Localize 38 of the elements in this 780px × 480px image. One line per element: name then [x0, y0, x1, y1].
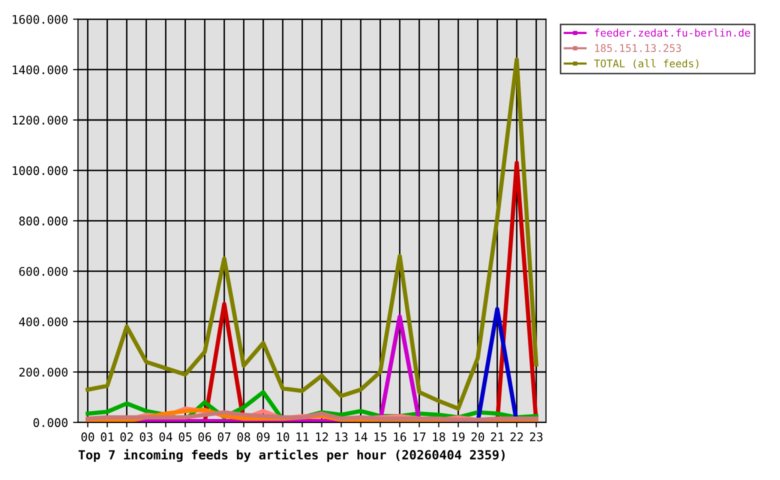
- line-series: [86, 57, 538, 411]
- y-tick-label: 200.000: [19, 368, 68, 377]
- x-tick-label: 18: [433, 432, 446, 442]
- x-tick-label: 07: [218, 432, 230, 442]
- x-tick-label: 03: [140, 432, 152, 442]
- x-tick-label: 14: [355, 432, 368, 442]
- x-tick-label: 16: [394, 432, 406, 442]
- x-tick-label: 17: [414, 432, 426, 442]
- x-tick-label: 12: [316, 432, 328, 442]
- x-tick-label: 22: [510, 432, 523, 442]
- y-tick-label: 1600.000: [12, 14, 68, 24]
- legend-label: 185.151.13.253: [595, 44, 681, 52]
- x-tick-label: 06: [198, 432, 212, 442]
- y-tick-label: 1400.000: [12, 65, 68, 74]
- y-tick-label: 400.000: [19, 317, 68, 326]
- x-tick-label: 11: [296, 432, 309, 442]
- y-tick-label: 1200.000: [12, 116, 68, 125]
- x-tick-label: 04: [159, 432, 172, 442]
- legend-label: feeder.zedat.fu-berlin.de: [594, 28, 750, 37]
- x-tick-label: 23: [530, 432, 542, 442]
- x-tick-label: 21: [491, 432, 504, 442]
- x-tick-label: 20: [472, 432, 484, 442]
- x-tick-label: 08: [237, 432, 250, 442]
- x-tick-label: 19: [452, 432, 465, 442]
- x-tick-label: 05: [178, 432, 192, 442]
- x-tick-label: 15: [374, 432, 386, 442]
- x-tick-label: 09: [256, 432, 270, 442]
- x-axis-title: Top 7 incoming feeds by articles per hour (20260404 2359): [78, 449, 505, 462]
- y-tick-label: 0.000: [34, 418, 68, 428]
- y-tick-label: 800.000: [19, 216, 68, 226]
- x-tick-label: 02: [120, 432, 133, 442]
- x-tick-label: 13: [336, 432, 348, 442]
- y-tick-label: 600.000: [19, 266, 68, 276]
- x-tick-label: 01: [100, 432, 114, 442]
- x-tick-label: 00: [81, 432, 94, 442]
- y-tick-label: 1000.000: [12, 166, 68, 176]
- legend-label: TOTAL (all feeds): [594, 59, 698, 69]
- x-tick-label: 10: [277, 432, 290, 442]
